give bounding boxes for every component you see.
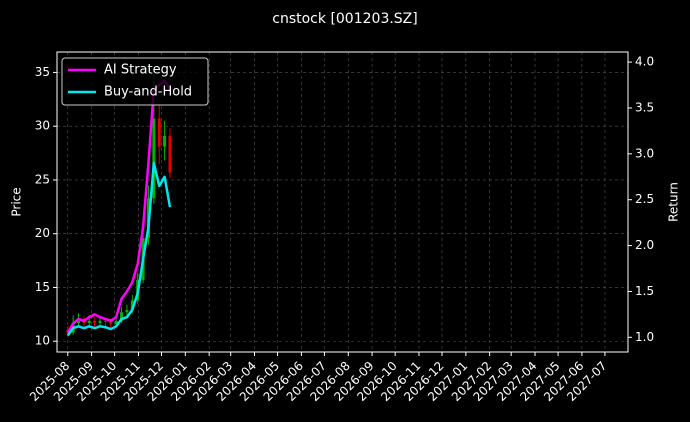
candle-body: [87, 320, 91, 323]
y2-tick-label: 1.0: [635, 330, 654, 344]
plot-frame: [56, 51, 629, 353]
y-tick-label: 20: [35, 226, 50, 240]
series-line: [66, 161, 172, 337]
candle-body: [125, 310, 129, 313]
y2-tick-label: 1.5: [635, 284, 654, 298]
candle-body: [152, 118, 156, 199]
y2-tick-label: 4.0: [635, 55, 654, 69]
y-tick-label: 35: [35, 65, 50, 79]
candle-body: [93, 320, 97, 323]
candle-body: [157, 118, 161, 147]
legend-box: [61, 57, 209, 106]
series-line: [66, 79, 172, 334]
candle-body: [103, 320, 107, 322]
chart-title: cnstock [001203.SZ]: [272, 11, 417, 27]
y2-tick-label: 3.0: [635, 146, 654, 160]
candle-body: [130, 300, 134, 311]
y2-tick-label: 2.5: [635, 192, 654, 206]
y2-tick-label: 2.0: [635, 238, 654, 252]
candle-body: [163, 135, 167, 147]
y-tick-label: 15: [35, 280, 50, 294]
candle-body: [168, 135, 172, 173]
candle-body: [114, 320, 118, 325]
legend-label: AI Strategy: [104, 63, 177, 78]
candle-body: [98, 320, 102, 323]
candle-body: [77, 320, 81, 323]
y-tick-label: 25: [35, 172, 50, 186]
y-tick-label: 10: [35, 334, 50, 348]
y2-axis-label: Return: [667, 182, 681, 222]
candle-body: [120, 312, 124, 321]
candle-body: [109, 321, 113, 325]
y-tick-label: 30: [35, 119, 50, 133]
y2-tick-label: 3.5: [635, 100, 654, 114]
y-axis-label: Price: [10, 187, 24, 216]
legend-label: Buy-and-Hold: [104, 85, 192, 100]
